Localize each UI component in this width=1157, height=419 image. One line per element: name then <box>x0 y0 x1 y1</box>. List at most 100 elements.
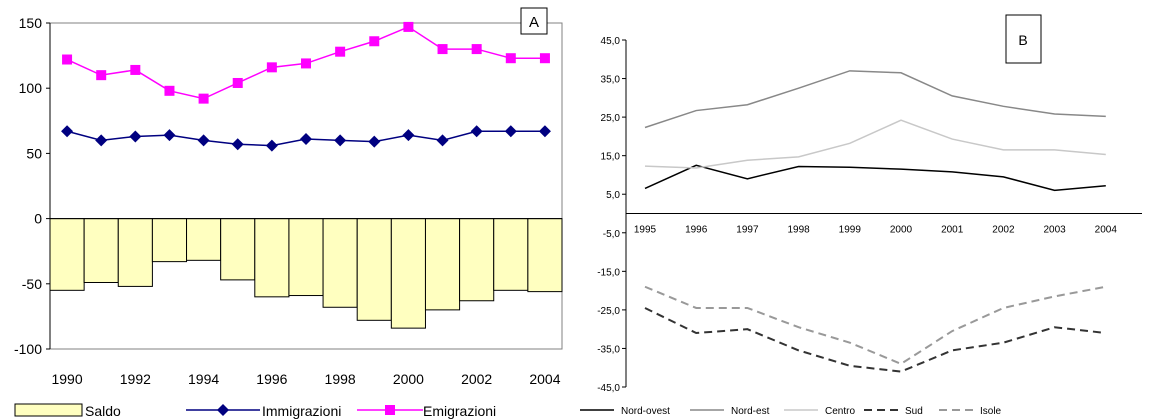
point-immigrazioni <box>197 134 210 147</box>
point-immigrazioni <box>265 139 278 152</box>
panel-label-box <box>1005 14 1042 64</box>
y-tick-label: 35,0 <box>601 75 621 86</box>
point-immigrazioni <box>300 133 312 146</box>
y-tick-label: -15,0 <box>597 267 620 278</box>
x-tick-label: 1992 <box>120 371 151 387</box>
x-tick-label: 1994 <box>188 371 219 387</box>
point-emigrazioni <box>301 58 311 69</box>
point-emigrazioni <box>164 85 175 96</box>
line-nord-est <box>644 70 1106 129</box>
bar-saldo <box>254 218 290 298</box>
bar-saldo <box>151 218 188 263</box>
y-tick-label: 5,0 <box>606 190 620 201</box>
panel-label: A <box>529 14 539 31</box>
bar-saldo <box>288 218 324 297</box>
point-immigrazioni <box>538 125 551 138</box>
line-nord-ovest <box>644 164 1106 192</box>
bar-saldo <box>322 218 358 308</box>
legend-label-nord-ovest: Nord-ovest <box>621 406 670 417</box>
y-tick-label: 0 <box>34 211 42 227</box>
bar-saldo <box>527 218 563 293</box>
bar-saldo <box>220 218 256 281</box>
point-emigrazioni <box>130 64 141 75</box>
point-emigrazioni <box>198 93 209 104</box>
bar-saldo <box>186 218 222 261</box>
y-tick-label: -35,0 <box>597 344 620 355</box>
y-tick-label: 15,0 <box>601 152 621 163</box>
chart-a: 150 100 50 0 -50 -100 1990 1992 1994 1996 1998 2000… <box>14 7 563 419</box>
point-immigrazioni <box>61 125 74 138</box>
y-tick-label: -50 <box>22 276 42 292</box>
bar-saldo <box>117 218 153 287</box>
line-centro <box>644 119 1106 169</box>
point-emigrazioni <box>232 77 243 88</box>
x-tick-label: 1995 <box>634 225 657 236</box>
x-tick-label: 2002 <box>461 371 492 387</box>
x-tick-label: 2000 <box>393 371 424 387</box>
x-tick-label: 2001 <box>941 225 964 236</box>
legend-label-centro: Centro <box>825 406 855 417</box>
point-emigrazioni <box>335 46 346 57</box>
point-immigrazioni <box>402 129 415 142</box>
panel-label-box <box>520 7 548 35</box>
point-immigrazioni <box>368 135 381 148</box>
point-emigrazioni <box>471 44 482 55</box>
bar-saldo <box>424 218 461 311</box>
y-tick-label: 45,0 <box>601 36 621 47</box>
x-tick-label: 1996 <box>256 371 287 387</box>
y-tick-label: -25,0 <box>597 306 620 317</box>
point-immigrazioni <box>129 130 142 143</box>
bar-saldo <box>459 218 495 302</box>
bar-saldo <box>49 218 85 291</box>
point-emigrazioni <box>266 62 277 73</box>
y-tick-label: 25,0 <box>601 113 621 124</box>
y-tick-label: -45,0 <box>597 383 620 394</box>
point-immigrazioni <box>163 129 176 142</box>
legend-marker-immigrazioni <box>217 404 229 416</box>
point-immigrazioni <box>436 134 449 147</box>
line-isole <box>644 285 1106 365</box>
point-immigrazioni <box>470 125 483 138</box>
point-immigrazioni <box>231 138 244 151</box>
point-emigrazioni <box>403 21 414 32</box>
legend-label-sud: Sud <box>905 406 923 417</box>
legend-label-saldo: Saldo <box>85 403 121 419</box>
x-tick-label: 1998 <box>325 371 356 387</box>
legend-label-nord-est: Nord-est <box>731 406 770 417</box>
x-tick-label: 1998 <box>787 225 810 236</box>
point-emigrazioni <box>505 53 516 64</box>
x-tick-label: 1996 <box>685 225 708 236</box>
y-tick-label: -100 <box>14 341 42 357</box>
x-tick-label: 1997 <box>736 225 759 236</box>
point-emigrazioni <box>96 70 107 81</box>
panel-label: B <box>1018 32 1027 48</box>
x-tick-label: 2004 <box>529 371 560 387</box>
bar-saldo <box>493 218 529 291</box>
point-immigrazioni <box>95 134 108 147</box>
x-tick-label: 2002 <box>992 225 1015 236</box>
point-emigrazioni <box>539 53 550 64</box>
line-sud <box>644 307 1106 373</box>
point-immigrazioni <box>334 134 347 147</box>
y-tick-label: 50 <box>26 145 42 161</box>
point-immigrazioni <box>504 125 517 138</box>
point-emigrazioni <box>62 54 73 65</box>
bar-saldo <box>83 218 119 283</box>
point-emigrazioni <box>437 44 448 55</box>
y-tick-label: -5,0 <box>603 229 621 240</box>
bar-saldo <box>390 218 426 329</box>
chart-b: 45,0 35,0 25,0 15,0 5,0 -5,0 -15,0 -25,0 -35,0 -4… <box>580 14 1142 417</box>
y-tick-label: 150 <box>19 15 43 31</box>
legend-marker-emigrazioni <box>385 405 395 415</box>
y-tick-label: 100 <box>19 80 43 96</box>
x-tick-label: 2003 <box>1043 225 1066 236</box>
bar-saldo <box>356 218 392 321</box>
x-tick-label: 1999 <box>839 225 862 236</box>
point-emigrazioni <box>369 36 380 47</box>
x-tick-label: 2000 <box>890 225 913 236</box>
x-tick-label: 1990 <box>51 371 82 387</box>
legend-label-immigrazioni: Immigrazioni <box>262 403 341 419</box>
legend-label-isole: Isole <box>980 406 1002 417</box>
legend-label-emigrazioni: Emigrazioni <box>423 403 496 419</box>
legend-swatch-saldo <box>14 403 83 417</box>
